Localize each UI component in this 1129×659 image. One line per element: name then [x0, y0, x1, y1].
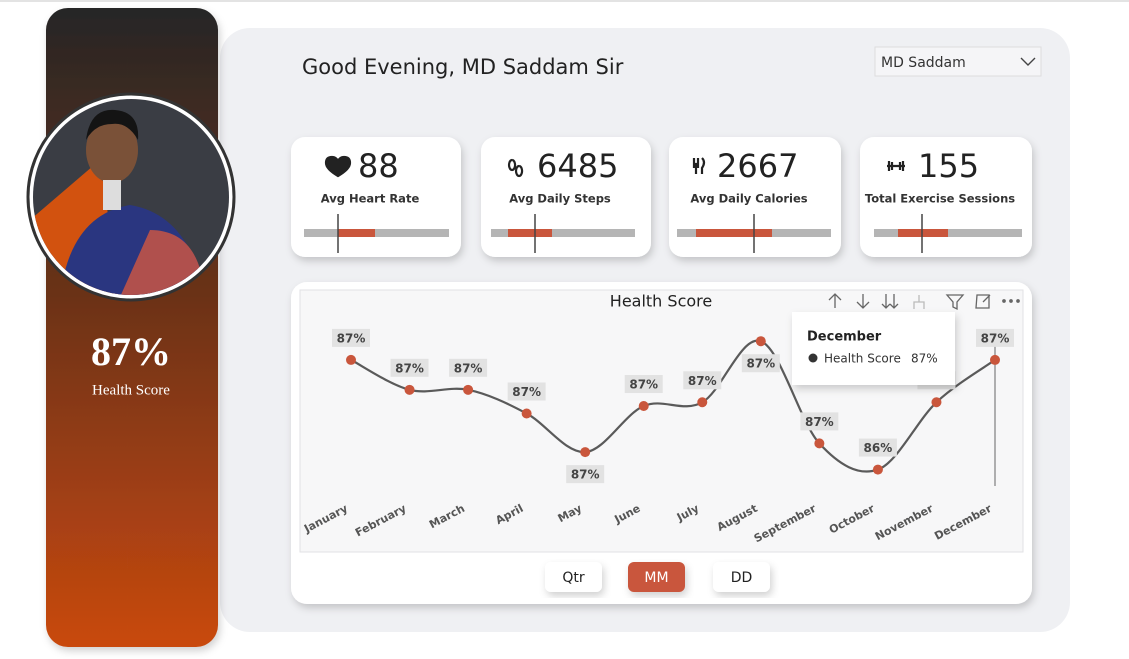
data-point	[931, 397, 942, 408]
data-point	[638, 401, 649, 412]
data-label-bg	[858, 438, 897, 457]
chart-title: Health Score	[610, 292, 712, 311]
card-value: 88	[358, 147, 399, 185]
data-label-bg	[449, 358, 488, 377]
card-label: Total Exercise Sessions	[865, 192, 1015, 206]
data-point	[521, 408, 532, 419]
data-label: 87%	[512, 385, 541, 399]
data-label-bg	[624, 375, 663, 394]
card-icon	[507, 158, 524, 178]
dropdown-value: MD Saddam	[881, 55, 966, 71]
card-icon	[887, 161, 905, 171]
data-point	[346, 354, 356, 365]
tooltip-series: Health Score	[824, 352, 901, 366]
data-label-bg	[332, 328, 370, 347]
data-label: 87%	[571, 468, 600, 482]
card-value: 2667	[717, 147, 798, 185]
profile-score: 87%	[91, 329, 171, 374]
data-label-bg	[800, 412, 839, 431]
data-point	[872, 464, 883, 475]
data-label: 87%	[981, 331, 1010, 345]
greeting: Good Evening, MD Saddam Sir	[302, 55, 624, 79]
data-label-bg	[507, 382, 546, 401]
user-dropdown[interactable]: MD Saddam	[874, 46, 1042, 77]
card-gauge-fill	[508, 229, 552, 237]
button-bg	[628, 562, 685, 592]
kpi-card: 2667 Avg Daily Calories	[669, 137, 841, 257]
data-point	[404, 384, 415, 395]
kpi-card: 6485 Avg Daily Steps	[481, 137, 651, 257]
button-label: MM	[644, 570, 668, 586]
visual-toolbar[interactable]	[828, 293, 1020, 311]
card-gauge-fill	[898, 229, 948, 237]
data-label: 87%	[688, 374, 717, 388]
data-point	[814, 438, 825, 449]
data-label: 87%	[629, 378, 658, 392]
data-label: 87%	[337, 331, 366, 345]
card-label: Avg Heart Rate	[321, 192, 420, 206]
card-bg	[669, 137, 841, 257]
data-label: 87%	[454, 361, 483, 375]
tooltip-value: 87%	[911, 352, 938, 366]
kpi-card: 155 Total Exercise Sessions	[860, 137, 1032, 257]
data-point	[463, 384, 474, 395]
card-icon	[692, 157, 706, 174]
kpi-card: 88 Avg Heart Rate	[291, 137, 461, 257]
card-label: Avg Daily Calories	[690, 192, 807, 206]
data-point	[990, 354, 1000, 365]
card-value: 155	[918, 147, 979, 185]
tooltip: December Health Score 87%	[792, 312, 955, 385]
data-label: 87%	[395, 361, 424, 375]
data-label: 86%	[864, 441, 893, 455]
data-label-bg	[390, 358, 429, 377]
profile-score-label: Health Score	[92, 382, 170, 398]
button-bg	[713, 562, 770, 592]
data-label: 87%	[805, 415, 834, 429]
card-value: 6485	[537, 147, 618, 185]
period-button[interactable]: MM	[628, 562, 685, 592]
card-label: Avg Daily Steps	[509, 192, 611, 206]
data-label-bg	[566, 465, 605, 484]
card-icon	[324, 155, 352, 178]
card-gauge-fill	[696, 229, 772, 237]
data-point	[580, 447, 591, 458]
data-label-bg	[741, 354, 780, 373]
data-label-bg	[976, 328, 1014, 347]
card-bg	[481, 137, 651, 257]
button-label: DD	[731, 570, 753, 586]
period-button[interactable]: Qtr	[545, 562, 602, 592]
card-gauge-track	[304, 229, 449, 237]
data-point	[755, 336, 766, 347]
button-label: Qtr	[562, 570, 585, 586]
data-point	[697, 397, 708, 408]
data-label: 87%	[746, 357, 775, 371]
button-bg	[545, 562, 602, 592]
data-label-bg	[683, 371, 722, 390]
tooltip-title: December	[807, 330, 882, 345]
card-gauge-fill	[338, 229, 375, 237]
card-gauge-track	[491, 229, 635, 237]
period-button[interactable]: DD	[713, 562, 770, 592]
profile-photo	[26, 92, 236, 302]
